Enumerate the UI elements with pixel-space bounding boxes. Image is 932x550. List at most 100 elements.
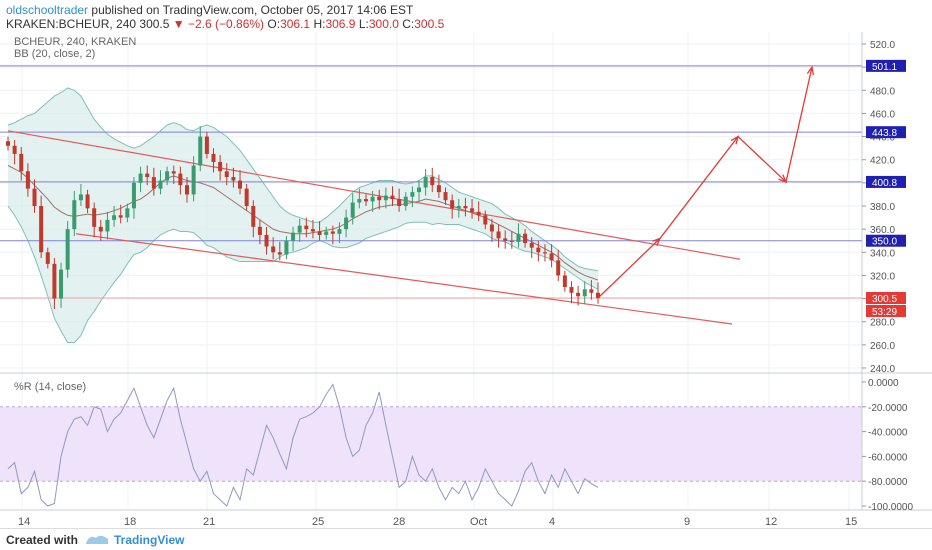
level-label: 443.8 bbox=[872, 128, 897, 139]
candle-body bbox=[25, 171, 30, 189]
candle-body bbox=[244, 188, 249, 206]
candle-body bbox=[32, 188, 37, 206]
price-tick-label: 520.0 bbox=[870, 40, 895, 51]
level-label-bg bbox=[866, 234, 906, 247]
candle-body bbox=[257, 226, 262, 235]
wr-tick-label: -80.0000 bbox=[868, 477, 908, 488]
date-tick-label: 4 bbox=[549, 516, 555, 528]
level-label: 400.8 bbox=[872, 178, 897, 189]
candle-body bbox=[39, 206, 44, 253]
tradingview-logo-icon bbox=[84, 532, 110, 550]
candle-body bbox=[251, 206, 256, 227]
projection-arrowhead bbox=[806, 65, 815, 76]
wr-tick-label: -60.0000 bbox=[868, 452, 908, 463]
candle-body bbox=[569, 287, 574, 293]
candle-body bbox=[12, 145, 17, 154]
footer: Created with TradingView bbox=[0, 528, 932, 550]
candle-body bbox=[291, 232, 296, 241]
price-tick-label: 340.0 bbox=[870, 248, 895, 259]
level-label: 501.1 bbox=[872, 62, 897, 73]
open-value: 306.1 bbox=[280, 17, 311, 31]
level-label-bg bbox=[866, 175, 906, 188]
candle-body bbox=[410, 192, 415, 197]
symbol-label: KRAKEN:BCHEUR, 240 bbox=[6, 17, 137, 31]
candle-body bbox=[523, 233, 528, 244]
close-label: C: bbox=[402, 17, 415, 31]
candle-body bbox=[443, 192, 448, 201]
chart-svg[interactable]: 520.0500.0480.0460.0440.0420.0400.0380.0… bbox=[0, 32, 932, 530]
candle-body bbox=[363, 199, 368, 202]
candle-body bbox=[65, 229, 70, 270]
price-tick-label: 360.0 bbox=[870, 225, 895, 236]
trend-lower-line bbox=[75, 233, 733, 325]
wr-tick-label: -40.0000 bbox=[868, 428, 908, 439]
price-tick-label: 320.0 bbox=[870, 271, 895, 282]
bb-band-fill bbox=[8, 87, 598, 343]
countdown-label: 53:29 bbox=[872, 307, 897, 318]
price-tick-label: 420.0 bbox=[870, 156, 895, 167]
candle-body bbox=[436, 185, 441, 193]
candle-body bbox=[98, 226, 103, 232]
candle-body bbox=[204, 136, 209, 154]
high-value: 306.9 bbox=[325, 17, 356, 31]
candle-body bbox=[576, 292, 581, 297]
candle-body bbox=[118, 215, 123, 218]
high-label: H: bbox=[313, 17, 326, 31]
wr-band-fill bbox=[0, 406, 862, 482]
candle-body bbox=[423, 177, 428, 188]
candle-body bbox=[78, 194, 83, 201]
price-tick-label: 380.0 bbox=[870, 202, 895, 213]
last-price-label: 300.5 bbox=[872, 294, 897, 305]
candle-body bbox=[596, 292, 600, 298]
candle-body bbox=[264, 234, 269, 247]
candle-body bbox=[184, 185, 189, 195]
candle-body bbox=[165, 171, 170, 181]
price-tick-label: 480.0 bbox=[870, 86, 895, 97]
candle-body bbox=[337, 229, 342, 234]
candle-body bbox=[218, 162, 223, 172]
price-tick-label: 260.0 bbox=[870, 341, 895, 352]
candle-body bbox=[284, 240, 289, 255]
last-price-value: 300.5 bbox=[139, 17, 170, 31]
date-tick-label: Oct bbox=[470, 516, 487, 528]
price-tick-label: 240.0 bbox=[870, 364, 895, 375]
candle-body bbox=[138, 173, 143, 183]
date-tick-label: 18 bbox=[124, 516, 136, 528]
date-tick-label: 12 bbox=[765, 516, 777, 528]
open-label: O: bbox=[267, 17, 281, 31]
price-tick-label: 460.0 bbox=[870, 109, 895, 120]
tradingview-brand-link[interactable]: TradingView bbox=[114, 533, 185, 547]
date-tick-label: 15 bbox=[845, 516, 857, 528]
created-with-label: Created with bbox=[6, 533, 79, 547]
chart-header: oldschooltrader published on TradingView… bbox=[0, 0, 932, 32]
candle-body bbox=[52, 263, 57, 299]
wr-tick-label: -100.0000 bbox=[868, 502, 913, 513]
candle-body bbox=[417, 187, 422, 193]
author-link[interactable]: oldschooltrader bbox=[6, 3, 89, 17]
candle-body bbox=[582, 289, 587, 297]
level-label-bg bbox=[866, 59, 906, 72]
candle-body bbox=[470, 208, 475, 212]
date-tick-label: 28 bbox=[393, 516, 405, 528]
candle-body bbox=[542, 252, 547, 254]
bb-basis-line bbox=[7, 165, 599, 281]
candle-body bbox=[171, 171, 176, 174]
candle-body bbox=[509, 240, 514, 242]
chart-area[interactable]: 520.0500.0480.0460.0440.0420.0400.0380.0… bbox=[0, 32, 932, 530]
candle-body bbox=[503, 238, 508, 241]
projection-arrowhead bbox=[778, 174, 788, 184]
candle-body bbox=[72, 200, 77, 230]
candle-body bbox=[6, 141, 10, 146]
last-price-label-bg bbox=[866, 291, 906, 304]
projection-arrowhead bbox=[652, 237, 662, 247]
date-tick-label: 21 bbox=[203, 516, 215, 528]
candle-body bbox=[430, 177, 435, 186]
candle-body bbox=[231, 177, 236, 181]
candle-body bbox=[383, 195, 388, 201]
candle-body bbox=[277, 252, 282, 255]
bb-legend: BB (20, close, 2) bbox=[14, 48, 95, 60]
wr-tick-label: -20.0000 bbox=[868, 403, 908, 414]
down-arrow-icon: ▼ bbox=[172, 17, 185, 31]
candle-body bbox=[19, 153, 24, 172]
candle-body bbox=[483, 215, 488, 225]
